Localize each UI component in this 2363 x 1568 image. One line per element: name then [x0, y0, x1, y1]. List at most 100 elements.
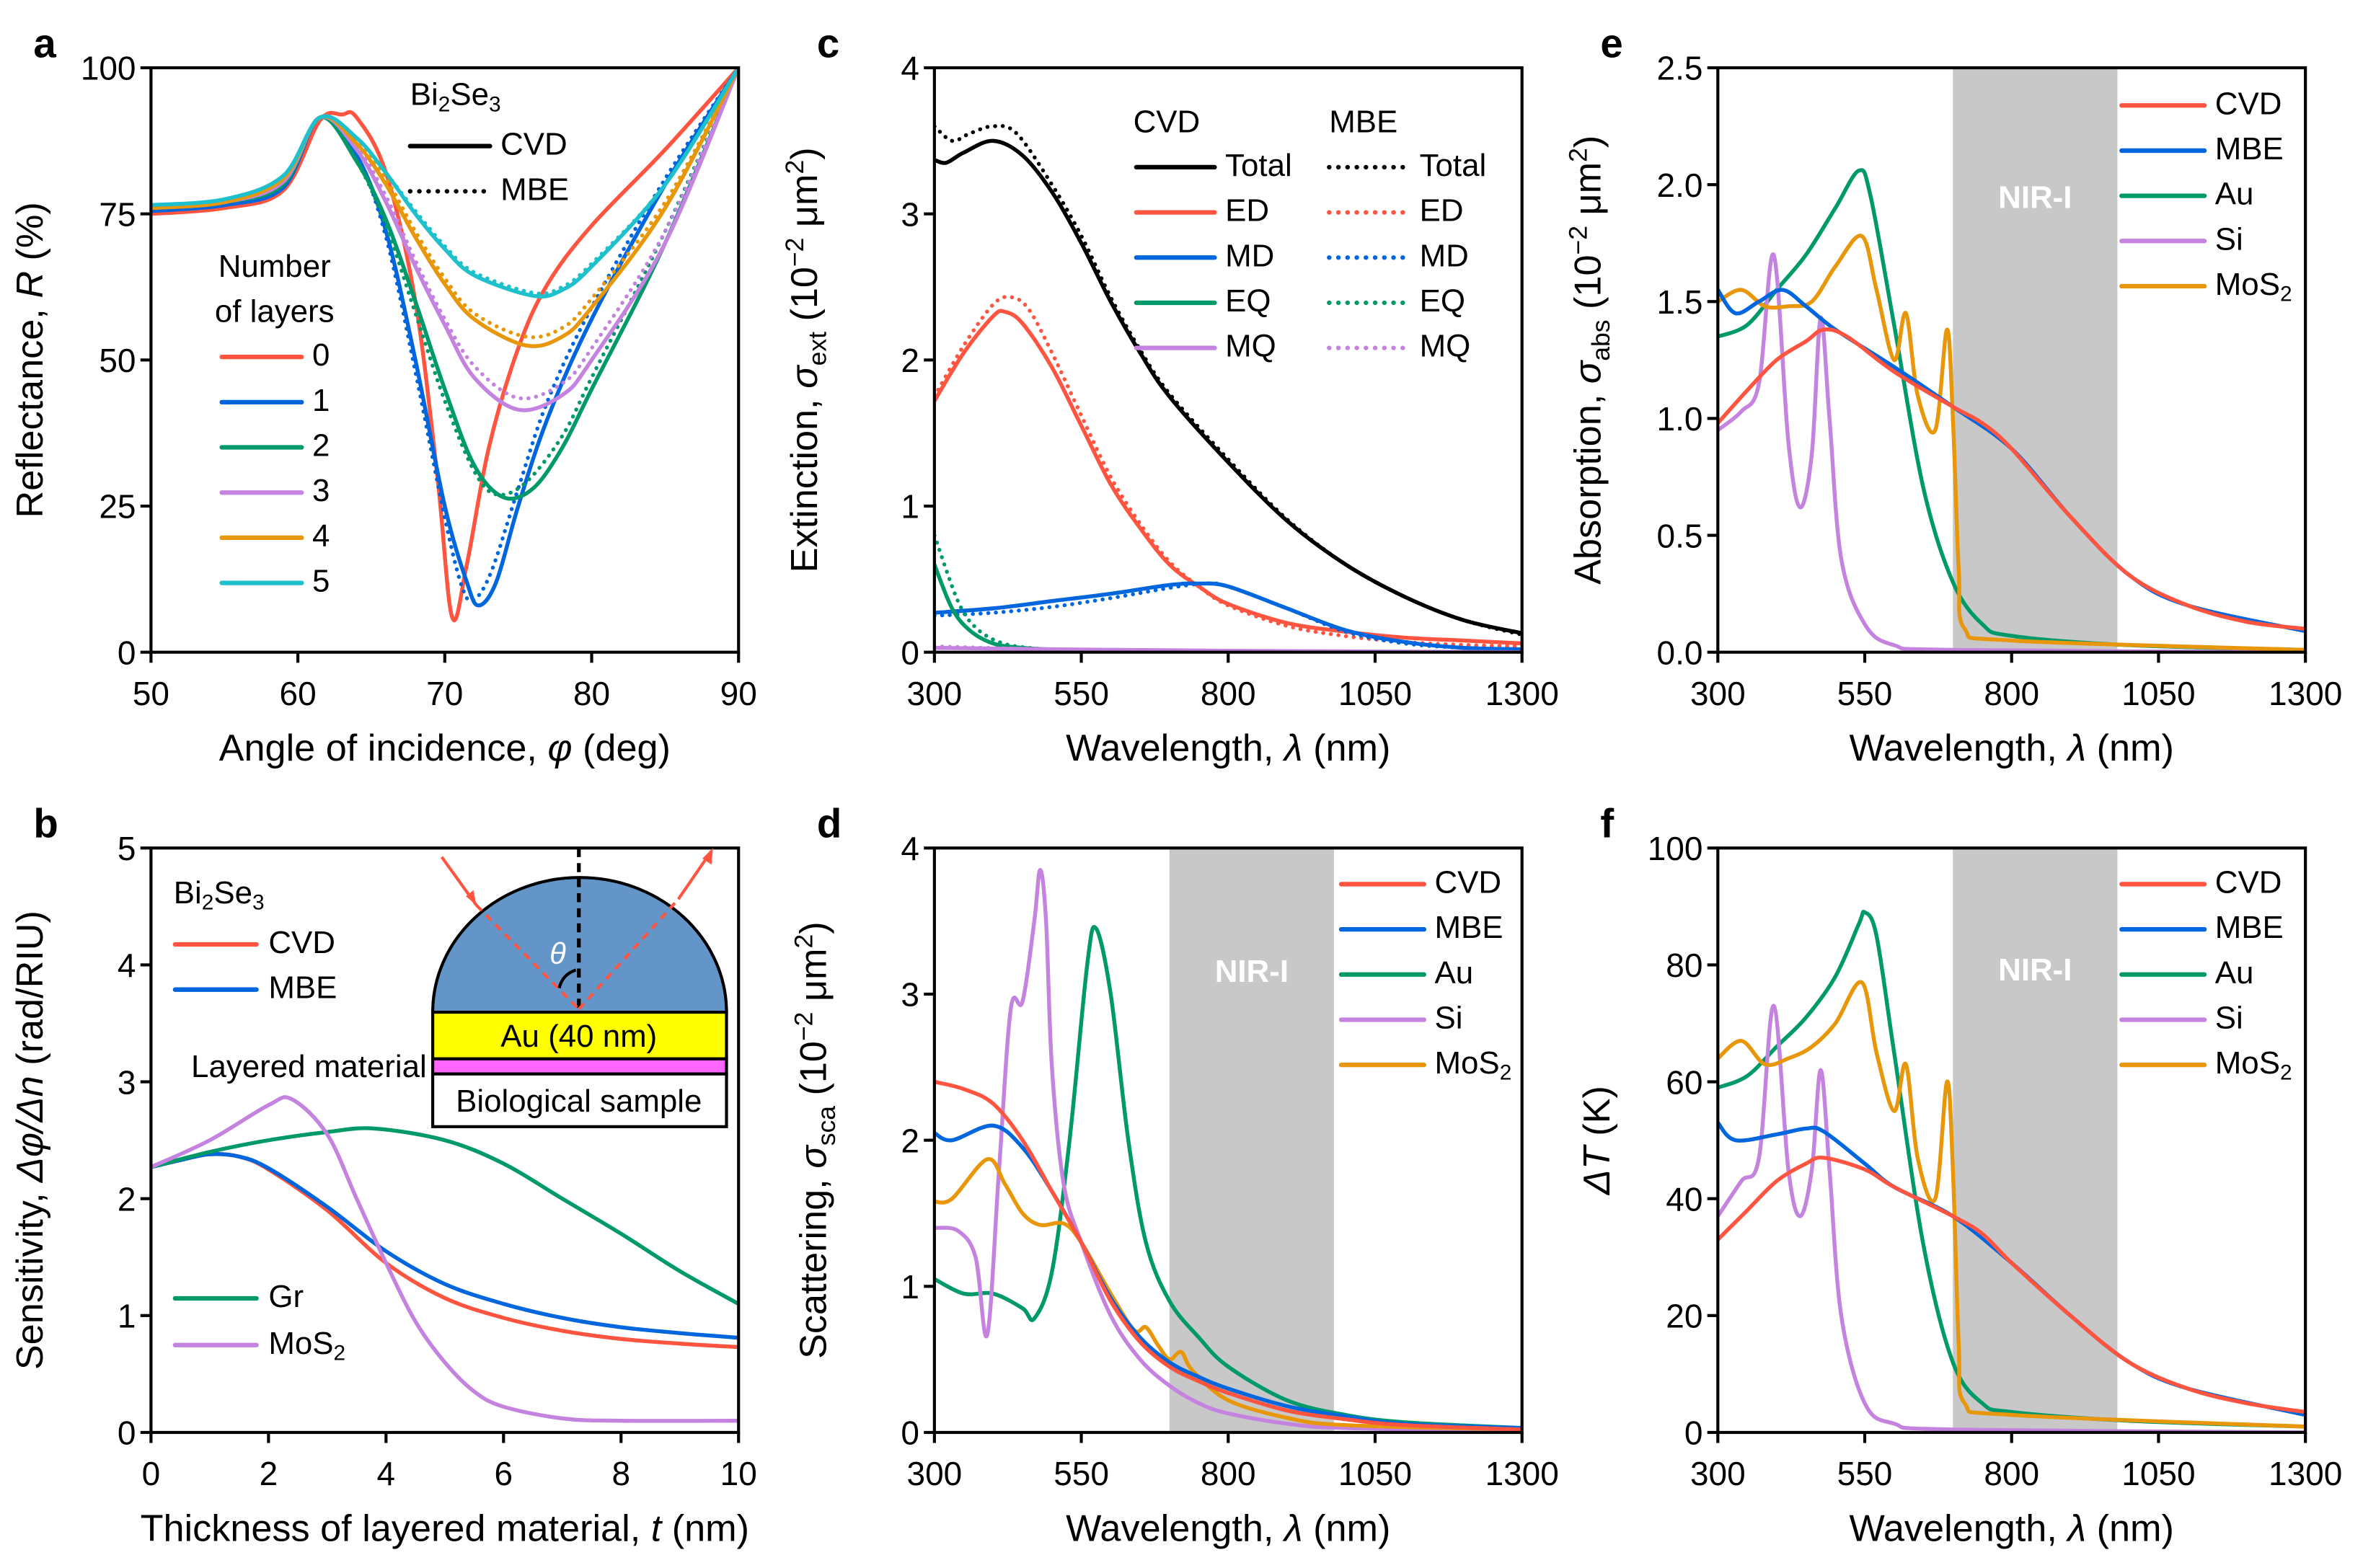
legend-label: ED [1225, 192, 1269, 228]
y-axis-label: Scattering, σsca (10−2 μm2) [790, 921, 841, 1359]
y-tick-label: 2 [901, 342, 919, 379]
legend-label: MBE [2215, 131, 2284, 167]
panel-f: NIR-I 300 550 800 1050 1300 0 20 40 60 80 100 Wavele… [1576, 801, 2342, 1550]
x-tick-label: 80 [573, 675, 610, 712]
legend-label: Au [2215, 176, 2254, 211]
y-tick-label: 4 [118, 947, 136, 984]
series-line-Au [934, 925, 1522, 1430]
y-tick-label: 0.0 [1657, 634, 1703, 671]
y-tick-label: 2.5 [1657, 50, 1703, 87]
layered-material-label: Layered material [191, 1049, 427, 1084]
legend-label: ED [1420, 192, 1464, 228]
series-line-ED-CVD [934, 309, 1522, 646]
series-line-MD-MBE [934, 581, 1522, 652]
y-tick-label: 1 [901, 488, 919, 526]
legend: CVD MBE Au Si MoS2​ [2119, 864, 2292, 1085]
y-tick-label: 5 [118, 830, 136, 867]
legend-label: MBE [2215, 910, 2284, 945]
x-tick-label: 10 [720, 1455, 757, 1492]
y-tick-label: 0 [1684, 1414, 1703, 1452]
series-group [934, 867, 1522, 1432]
x-tick-label: 1050 [2121, 675, 2195, 712]
legend-label: MBE [500, 172, 569, 207]
y-tick-label: 60 [1666, 1063, 1702, 1101]
y-axis-label: Absorption, σabs (10−2 μm2) [1564, 136, 1615, 585]
arrowhead-icon [702, 848, 713, 865]
x-tick-label: 8 [611, 1455, 630, 1492]
panel-letter: a [33, 20, 56, 66]
series-line-MoS2 [1718, 980, 2306, 1429]
x-tick-label: 6 [495, 1455, 513, 1492]
nir-label: NIR-I [1215, 954, 1289, 989]
series-line-Au [1718, 910, 2306, 1429]
x-tick-label: 300 [907, 1455, 963, 1492]
series-line-5-MBE [151, 68, 739, 296]
series-line-MQ-MBE [934, 644, 1522, 652]
y-tick-label: 100 [81, 50, 136, 87]
y-tick-label: 3 [901, 195, 919, 233]
legend-label: Gr [268, 1279, 304, 1314]
series-group [1718, 168, 2306, 652]
legend-label: MQ [1420, 328, 1471, 363]
y-tick-label: 1.5 [1657, 283, 1703, 321]
series-group [934, 124, 1522, 652]
legend-header-MBE: MBE [1329, 104, 1397, 139]
x-tick-label: 300 [1690, 675, 1746, 712]
legend-label: CVD [2215, 864, 2282, 900]
series-line-MoS2 [151, 1095, 739, 1423]
series-line-4-MBE [151, 68, 739, 340]
series-line-Gr [151, 1126, 739, 1306]
x-tick-label: 1050 [2121, 1455, 2195, 1492]
y-tick-label: 0.5 [1657, 517, 1703, 554]
legend-label: MoS2​ [268, 1325, 345, 1365]
incident-ray [475, 904, 580, 1011]
y-tick-label: 1 [118, 1298, 136, 1335]
legend-label: CVD [1435, 864, 1502, 900]
series-line-Total-MBE [934, 124, 1522, 637]
series-group [151, 68, 739, 622]
x-tick-label: 550 [1837, 675, 1893, 712]
legend-label: MD [1420, 238, 1469, 273]
x-tick-label: 1050 [1338, 675, 1412, 712]
legend-label: MoS2​ [2215, 1045, 2292, 1085]
x-axis-label: Wavelength, λ (nm) [1066, 1507, 1390, 1549]
legend-label: Au [1435, 954, 1474, 990]
panel-letter: d [817, 801, 842, 846]
legend-label: MD [1225, 238, 1274, 273]
legend-label: CVD [268, 925, 335, 960]
y-tick-label: 100 [1648, 830, 1703, 867]
x-tick-label: 90 [720, 675, 757, 712]
legend: Bi2Se3​ CVD MBE Number of layers 0 1 2 3 4 5 [215, 76, 569, 598]
x-tick-label: 70 [426, 675, 463, 712]
biological-sample [431, 1072, 728, 1128]
series-line-CVD [934, 1079, 1522, 1432]
panel-c: 300 550 800 1050 1300 0 1 2 3 4 Wavelength, λ (nm)… [780, 20, 1559, 769]
y-axis-label: ΔT (K) [1576, 1086, 1618, 1196]
panel-d: NIR-I 300 550 800 1050 1300 0 1 2 3 4 Wavelength, λ… [790, 801, 1559, 1550]
sample-label: Biological sample [456, 1084, 702, 1119]
y-axis-label: Sensitivity, Δφ/Δn (rad/RIU) [9, 911, 51, 1370]
x-tick-label: 0 [142, 1455, 161, 1492]
series-line-Si [934, 867, 1522, 1432]
legend-label: MoS2​ [1435, 1045, 1512, 1085]
y-axis-label: Extinction, σext (10−2 μm2) [780, 147, 831, 572]
panel-letter: c [817, 20, 839, 66]
nir-shaded-region [1169, 848, 1334, 1432]
y-tick-label: 0 [118, 634, 136, 671]
x-tick-label: 60 [280, 675, 317, 712]
legend: CVD MBE Au Si MoS2​ [1338, 864, 1512, 1085]
legend-material: Bi2Se3​ [410, 76, 501, 116]
series-line-EQ-MBE [934, 533, 1522, 652]
legend-label: Total [1225, 148, 1292, 183]
y-tick-label: 0 [901, 634, 919, 671]
panel-letter: f [1600, 801, 1614, 846]
x-axis-label: Thickness of layered material, t (nm) [141, 1507, 749, 1549]
legend-label: EQ [1225, 283, 1271, 319]
x-tick-label: 550 [1054, 675, 1109, 712]
panel-e: NIR-I 300 550 800 1050 1300 0.0 0.5 1.0 1.5 2.0 2.5… [1564, 20, 2343, 769]
x-tick-label: 800 [1984, 1455, 2039, 1492]
reflected-ray [578, 898, 680, 1011]
layered-material [431, 1057, 728, 1076]
legend-label: EQ [1420, 283, 1465, 319]
